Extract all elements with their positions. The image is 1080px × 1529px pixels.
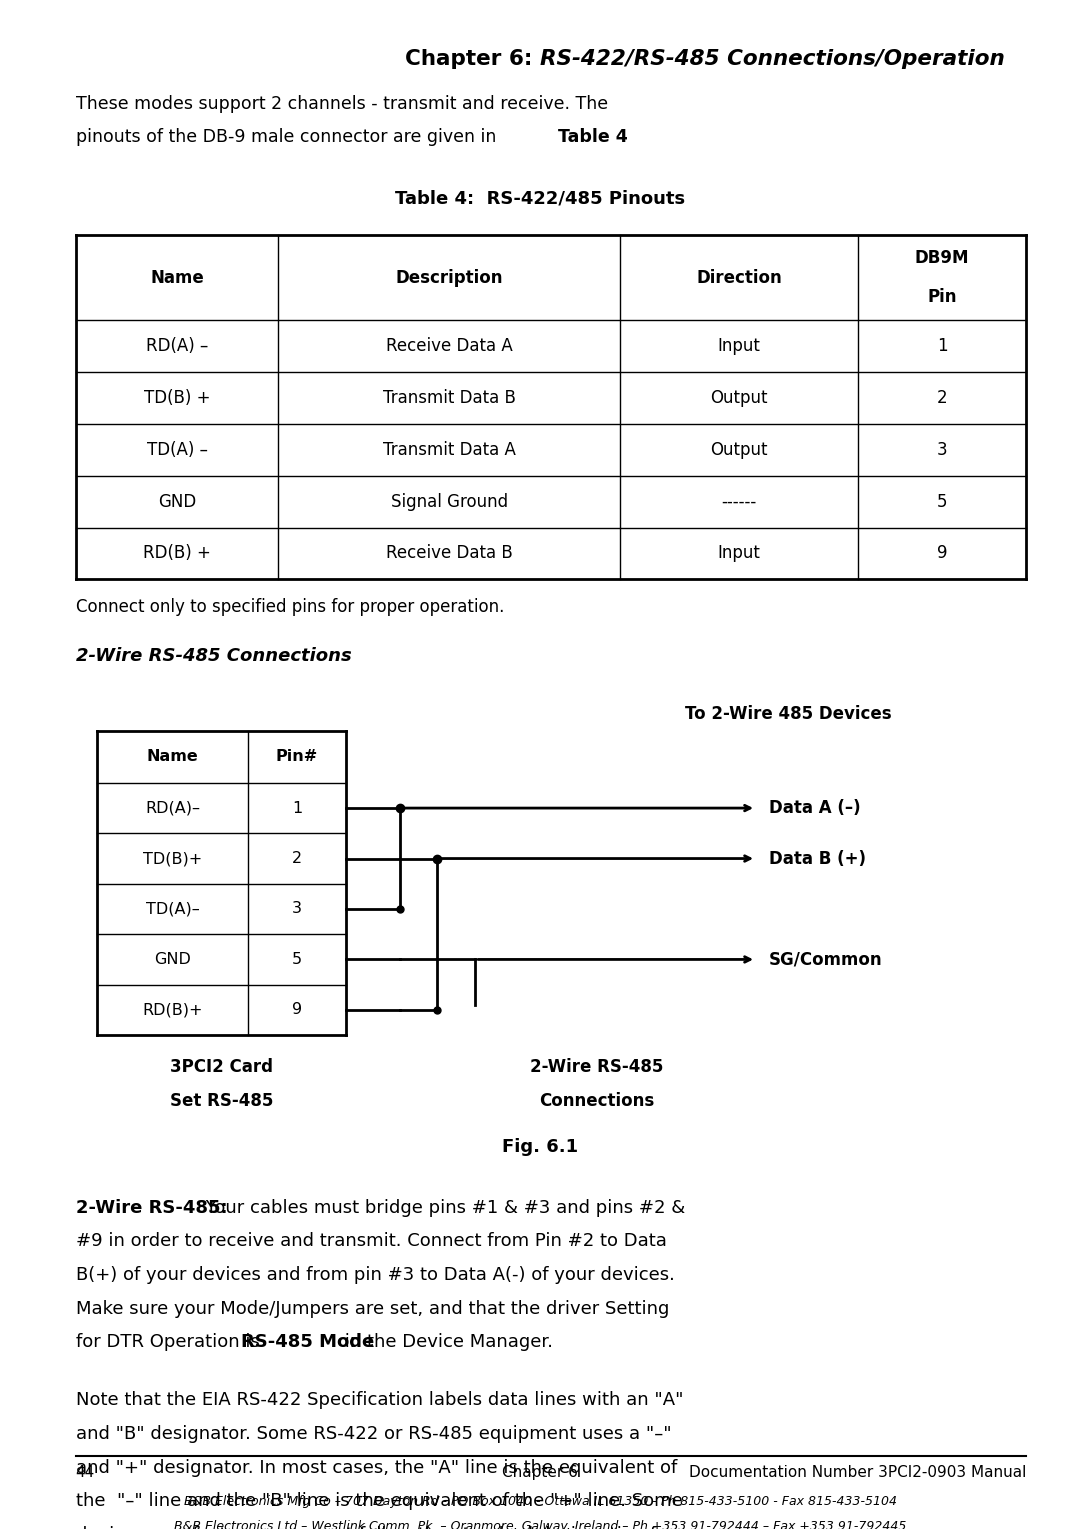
Text: Data B (+): Data B (+) [769,850,866,867]
Text: Pin: Pin [928,289,957,306]
Text: TD(A)–: TD(A)– [146,902,200,916]
Text: Make sure your Mode/Jumpers are set, and that the driver Setting: Make sure your Mode/Jumpers are set, and… [76,1300,669,1318]
Text: for DTR Operation is: for DTR Operation is [76,1333,266,1352]
Text: 1: 1 [936,336,947,355]
Text: DB9M: DB9M [915,249,969,266]
Text: 3PCI2 Card: 3PCI2 Card [170,1058,273,1076]
Text: To 2-Wire 485 Devices: To 2-Wire 485 Devices [685,705,892,723]
Text: Input: Input [718,544,760,563]
Text: TD(A) –: TD(A) – [147,440,207,459]
Text: and "+" designator. In most cases, the "A" line is the equivalent of: and "+" designator. In most cases, the "… [76,1459,677,1477]
Text: ------: ------ [721,492,757,511]
Text: 2-Wire RS-485:: 2-Wire RS-485: [76,1199,227,1217]
Text: Documentation Number 3PCI2-0903 Manual: Documentation Number 3PCI2-0903 Manual [689,1465,1026,1480]
Text: These modes support 2 channels - transmit and receive. The: These modes support 2 channels - transmi… [76,95,608,113]
Text: 9: 9 [292,1003,302,1017]
Text: .: . [620,128,625,147]
Text: Output: Output [711,388,768,407]
Text: Receive Data A: Receive Data A [386,336,513,355]
Text: RD(B) +: RD(B) + [143,544,211,563]
Text: 2-Wire RS-485: 2-Wire RS-485 [530,1058,663,1076]
Text: the  "–" line and the "B" line is the equivalent of the "+" line. Some: the "–" line and the "B" line is the equ… [76,1492,683,1511]
Text: B&B Electronics Ltd – Westlink Comm. Pk. – Oranmore, Galway, Ireland – Ph +353 9: B&B Electronics Ltd – Westlink Comm. Pk.… [174,1520,906,1529]
Text: Set RS-485: Set RS-485 [170,1092,273,1110]
Text: RD(A)–: RD(A)– [146,801,200,815]
Text: RS-422/RS-485 Connections/Operation: RS-422/RS-485 Connections/Operation [540,49,1004,69]
Text: Name: Name [147,749,199,764]
Text: Fig. 6.1: Fig. 6.1 [502,1138,578,1156]
Text: Your cables must bridge pins #1 & #3 and pins #2 &: Your cables must bridge pins #1 & #3 and… [200,1199,685,1217]
Text: GND: GND [154,953,191,966]
Text: 44: 44 [76,1465,95,1480]
Text: 5: 5 [292,953,302,966]
Text: 2: 2 [936,388,947,407]
Text: 3: 3 [292,902,302,916]
Text: RS-485 Mode: RS-485 Mode [241,1333,375,1352]
Text: in the Device Manager.: in the Device Manager. [339,1333,553,1352]
Text: pinouts of the DB-9 male connector are given in: pinouts of the DB-9 male connector are g… [76,128,501,147]
Text: 1: 1 [292,801,302,815]
Text: Chapter 6: Chapter 6 [502,1465,578,1480]
Text: Table 4: Table 4 [557,128,627,147]
Text: Connections: Connections [539,1092,654,1110]
Text: 3: 3 [936,440,947,459]
Text: Pin#: Pin# [275,749,319,764]
Text: Direction: Direction [697,269,782,286]
Text: Name: Name [150,269,204,286]
Text: B(+) of your devices and from pin #3 to Data A(-) of your devices.: B(+) of your devices and from pin #3 to … [76,1266,675,1284]
Text: Transmit Data B: Transmit Data B [383,388,516,407]
Text: Transmit Data A: Transmit Data A [383,440,516,459]
Text: B&B Electronics Mfg Co – 707 Dayton Rd - PO Box 1040 - Ottawa IL 61350 - Ph 815-: B&B Electronics Mfg Co – 707 Dayton Rd -… [184,1495,896,1509]
Text: #9 in order to receive and transmit. Connect from Pin #2 to Data: #9 in order to receive and transmit. Con… [76,1232,666,1251]
Text: 2: 2 [292,852,302,865]
Text: 2-Wire RS-485 Connections: 2-Wire RS-485 Connections [76,647,351,665]
Text: Table 4:  RS-422/485 Pinouts: Table 4: RS-422/485 Pinouts [395,190,685,208]
Text: Signal Ground: Signal Ground [391,492,508,511]
Text: Input: Input [718,336,760,355]
Text: Output: Output [711,440,768,459]
Text: Receive Data B: Receive Data B [386,544,513,563]
Text: 5: 5 [936,492,947,511]
Text: and "B" designator. Some RS-422 or RS-485 equipment uses a "–": and "B" designator. Some RS-422 or RS-48… [76,1425,672,1443]
Text: RD(B)+: RD(B)+ [143,1003,203,1017]
Text: Connect only to specified pins for proper operation.: Connect only to specified pins for prope… [76,598,504,616]
Text: RD(A) –: RD(A) – [146,336,208,355]
Text: SG/Common: SG/Common [769,951,882,968]
Text: GND: GND [158,492,197,511]
Text: Description: Description [395,269,503,286]
Text: TD(B)+: TD(B)+ [144,852,202,865]
Text: Data A (–): Data A (–) [769,800,861,816]
Text: Note that the EIA RS-422 Specification labels data lines with an "A": Note that the EIA RS-422 Specification l… [76,1391,684,1410]
Text: device manufacturers may not follow the standard designation for: device manufacturers may not follow the … [76,1526,674,1529]
Text: Chapter 6:: Chapter 6: [405,49,540,69]
Text: 9: 9 [936,544,947,563]
Text: TD(B) +: TD(B) + [144,388,211,407]
